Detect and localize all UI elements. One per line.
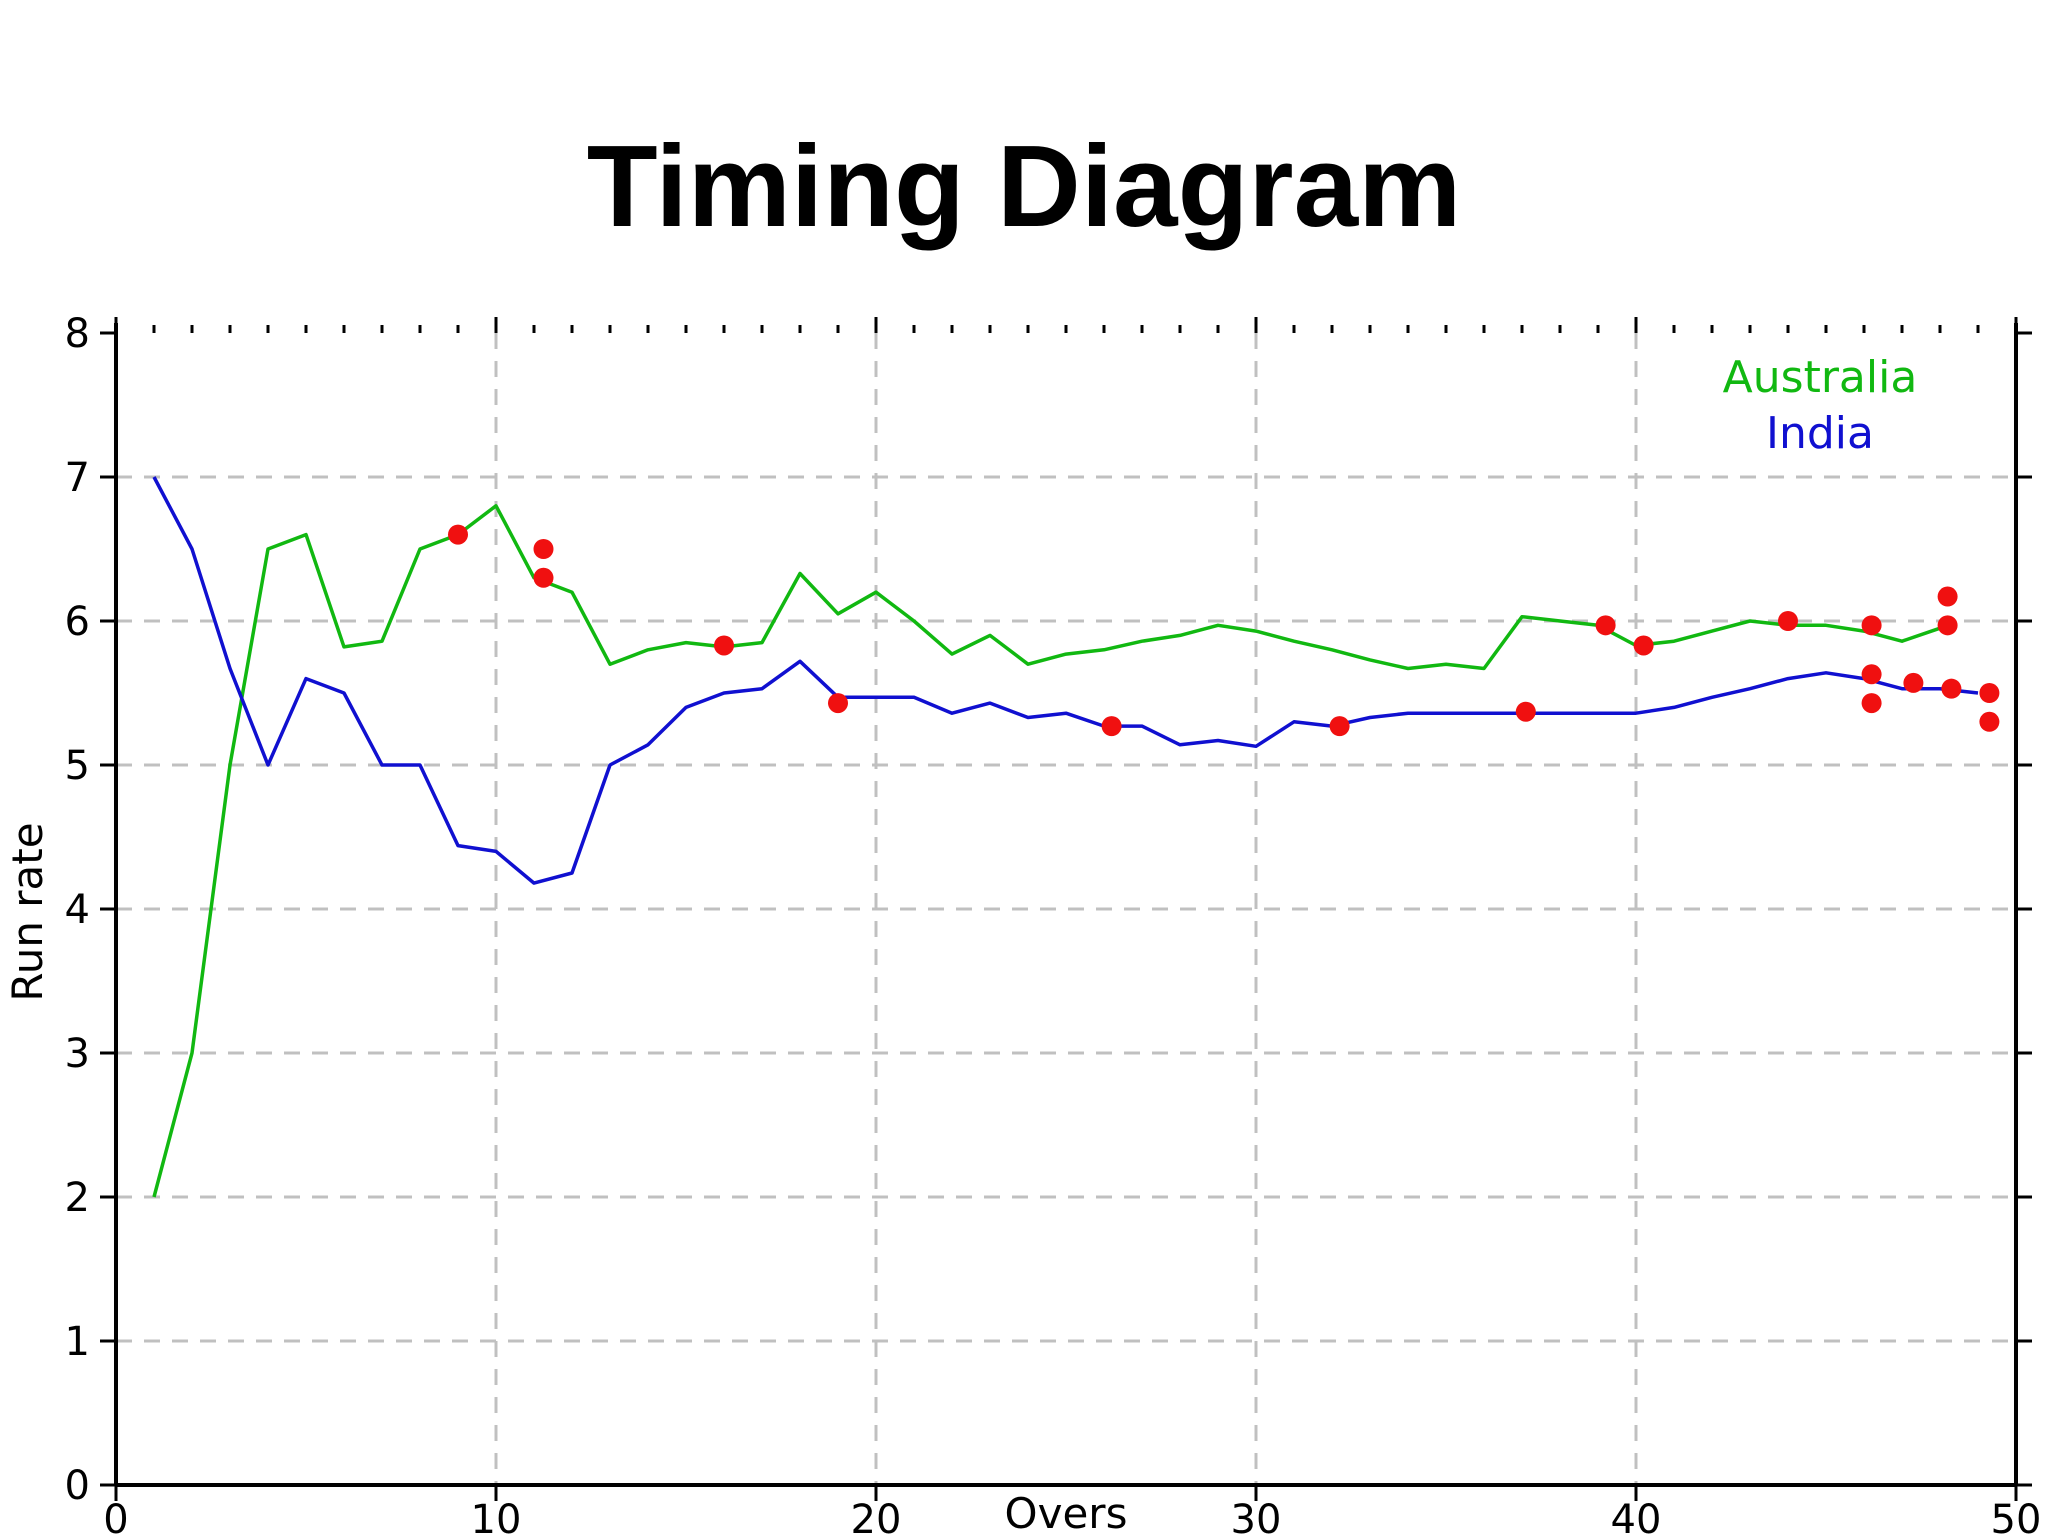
wicket-marker: [1937, 586, 1958, 607]
wicket-marker: [1778, 611, 1798, 631]
wicket-marker: [448, 524, 468, 545]
wicket-marker: [828, 693, 848, 714]
wicket-marker: [1595, 615, 1616, 636]
x-tick-label: 40: [1611, 1497, 1662, 1536]
y-tick-label: 1: [65, 1319, 90, 1365]
wicket-marker: [1979, 683, 2000, 703]
y-tick-label: 2: [65, 1175, 90, 1221]
wicket-marker: [533, 567, 554, 588]
y-tick-label: 6: [65, 599, 90, 645]
y-axis-title: Run rate: [3, 822, 52, 1001]
wicket-marker: [1861, 664, 1882, 685]
wicket-marker: [1903, 672, 1924, 693]
series-line-australia: [152, 504, 1941, 1198]
series-layer: [152, 476, 1979, 1198]
tick-labels: 0 10 20 30 40 50 0 1 2 3 4 5 6 7 8: [65, 311, 2042, 1536]
wicket-marker: [1979, 711, 2000, 732]
wicket-marker: [1329, 716, 1350, 737]
x-tick-label: 10: [471, 1497, 522, 1536]
wicket-marker: [714, 635, 734, 656]
x-tick-label: 20: [851, 1497, 902, 1536]
wicket-marker: [1941, 678, 1962, 699]
wicket-marker: [1515, 701, 1536, 722]
x-tick-label: 30: [1231, 1497, 1282, 1536]
y-tick-label: 5: [65, 743, 90, 789]
legend-entry-india: India: [1766, 408, 1874, 459]
wicket-marker: [1861, 615, 1882, 636]
tick-layer: [100, 317, 2032, 1501]
chart-frame: [114, 323, 2018, 1487]
grid-layer: [116, 333, 2016, 1485]
x-tick-label: 50: [1991, 1497, 2042, 1536]
x-tick-label: 0: [103, 1497, 128, 1536]
wicket-marker: [1937, 615, 1958, 636]
y-tick-label: 3: [65, 1031, 90, 1077]
slide-title: Timing Diagram: [586, 121, 1462, 251]
y-tick-label: 0: [65, 1463, 90, 1509]
wicket-marker: [1633, 635, 1654, 656]
series-line-india: [152, 476, 1979, 885]
legend-entry-australia: Australia: [1723, 352, 1918, 403]
wicket-marker: [1101, 716, 1122, 737]
y-tick-label: 4: [65, 887, 90, 933]
x-axis-title: Overs: [1005, 1489, 1128, 1536]
y-tick-label: 7: [65, 455, 90, 501]
wicket-marker: [1861, 693, 1882, 714]
wicket-markers: [448, 524, 2000, 737]
wicket-marker: [533, 539, 554, 559]
y-tick-label: 8: [65, 311, 90, 357]
